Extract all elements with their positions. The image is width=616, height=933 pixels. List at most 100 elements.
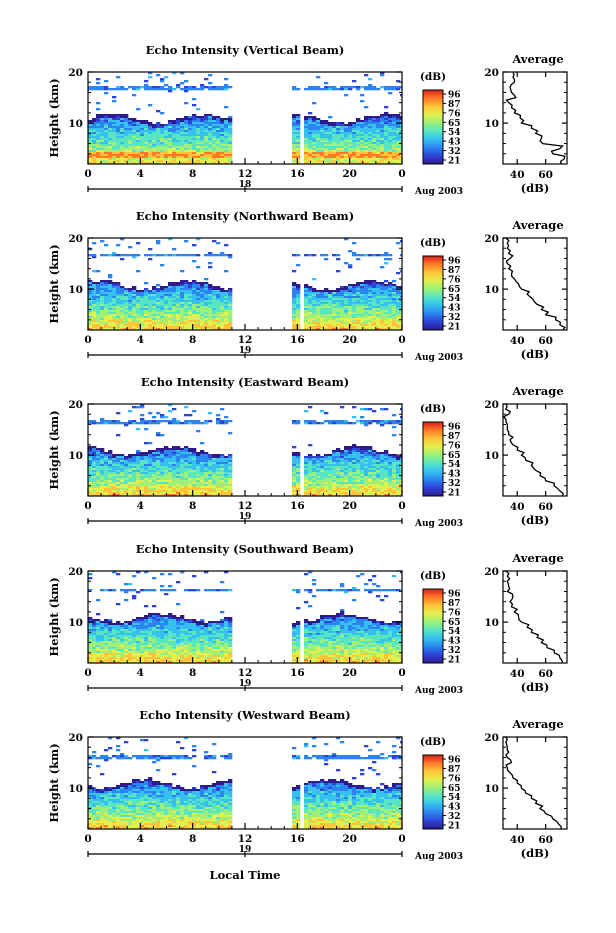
heatmap-cell: [156, 130, 160, 132]
heatmap-cell: [308, 484, 312, 486]
panel-1: Echo Intensity (Vertical Beam)2010Height…: [47, 43, 567, 197]
heatmap-cell: [364, 312, 368, 314]
heatmap-cell: [168, 286, 172, 288]
heatmap-cell: [348, 484, 352, 486]
heatmap-cell: [316, 126, 320, 128]
heatmap-cell: [184, 314, 188, 316]
heatmap-cell: [132, 288, 136, 290]
heatmap-cell: [348, 126, 352, 128]
heatmap-cell: [316, 296, 320, 298]
heatmap-cell: [196, 468, 200, 470]
heatmap-cell: [176, 322, 180, 324]
heatmap-cell: [144, 120, 148, 122]
heatmap-cell: [120, 144, 124, 146]
heatmap-cell: [112, 144, 116, 146]
heatmap-cell: [356, 160, 360, 162]
heatmap-cell: [376, 320, 380, 322]
heatmap-cell: [88, 124, 92, 126]
heatmap-cell: [108, 300, 112, 302]
heatmap-cell: [108, 292, 112, 294]
heatmap-cell: [88, 128, 92, 130]
heatmap-cell: [204, 308, 208, 310]
heatmap-cell: [108, 324, 112, 326]
heatmap-cell: [312, 102, 316, 104]
heatmap-cell: [360, 456, 364, 458]
heatmap-cell: [132, 488, 136, 490]
heatmap-cell: [312, 484, 316, 486]
heatmap-cell: [220, 292, 224, 294]
heatmap-cell: [124, 464, 128, 466]
heatmap-cell: [368, 488, 372, 490]
heatmap-cell: [152, 322, 156, 324]
heatmap-cell: [144, 442, 148, 444]
heatmap-cell: [376, 460, 380, 462]
heatmap-cell: [388, 488, 392, 490]
heatmap-cell: [220, 422, 224, 424]
heatmap-cell: [148, 442, 152, 444]
heatmap-cell: [140, 486, 144, 488]
heatmap-cell: [176, 320, 180, 322]
heatmap-cell: [168, 282, 172, 284]
heatmap-cell: [200, 126, 204, 128]
heatmap-cell: [188, 486, 192, 488]
heatmap-cell: [96, 458, 100, 460]
heatmap-cell: [312, 308, 316, 310]
heatmap-cell: [220, 474, 224, 476]
heatmap-cell: [224, 124, 228, 126]
heatmap-cell: [292, 470, 296, 472]
heatmap-cell: [180, 454, 184, 456]
heatmap-cell: [304, 490, 308, 492]
heatmap-cell: [176, 448, 180, 450]
heatmap-cell: [368, 480, 372, 482]
heatmap: [88, 238, 404, 330]
heatmap-cell: [312, 466, 316, 468]
heatmap-cell: [324, 146, 328, 148]
heatmap-cell: [148, 134, 152, 136]
heatmap-cell: [392, 324, 396, 326]
heatmap-cell: [216, 484, 220, 486]
heatmap-cell: [164, 470, 168, 472]
heatmap-cell: [160, 464, 164, 466]
heatmap-cell: [168, 294, 172, 296]
heatmap-cell: [172, 458, 176, 460]
heatmap-cell: [320, 480, 324, 482]
heatmap-cell: [132, 120, 136, 122]
heatmap-cell: [292, 466, 296, 468]
heatmap-cell: [372, 86, 376, 88]
heatmap-cell: [224, 308, 228, 310]
heatmap-cell: [356, 140, 360, 142]
heatmap-cell: [384, 138, 388, 140]
heatmap-cell: [88, 488, 92, 490]
heatmap-cell: [112, 286, 116, 288]
heatmap-cell: [364, 472, 368, 474]
heatmap-cell: [304, 484, 308, 486]
heatmap-cell: [192, 120, 196, 122]
heatmap-cell: [116, 282, 120, 284]
heatmap-cell: [376, 302, 380, 304]
heatmap-cell: [364, 158, 368, 160]
heatmap-cell: [368, 298, 372, 300]
heatmap-cell: [164, 468, 168, 470]
heatmap-cell: [360, 490, 364, 492]
heatmap-cell: [108, 152, 112, 154]
heatmap-cell: [356, 454, 360, 456]
heatmap-cell: [312, 298, 316, 300]
heatmap-cell: [148, 422, 152, 424]
heatmap-cell: [296, 154, 300, 156]
heatmap-cell: [100, 454, 104, 456]
heatmap-cell: [388, 480, 392, 482]
heatmap-cell: [220, 312, 224, 314]
heatmap-cell: [200, 488, 204, 490]
heatmap-cell: [328, 126, 332, 128]
heatmap-cell: [112, 490, 116, 492]
heatmap-cell: [128, 142, 132, 144]
heatmap-cell: [96, 290, 100, 292]
heatmap-cell: [136, 128, 140, 130]
heatmap-cell: [188, 134, 192, 136]
heatmap-cell: [192, 280, 196, 282]
heatmap-cell: [308, 422, 312, 424]
heatmap-cell: [340, 152, 344, 154]
heatmap-cell: [392, 148, 396, 150]
heatmap-cell: [112, 298, 116, 300]
heatmap-cell: [184, 254, 188, 256]
